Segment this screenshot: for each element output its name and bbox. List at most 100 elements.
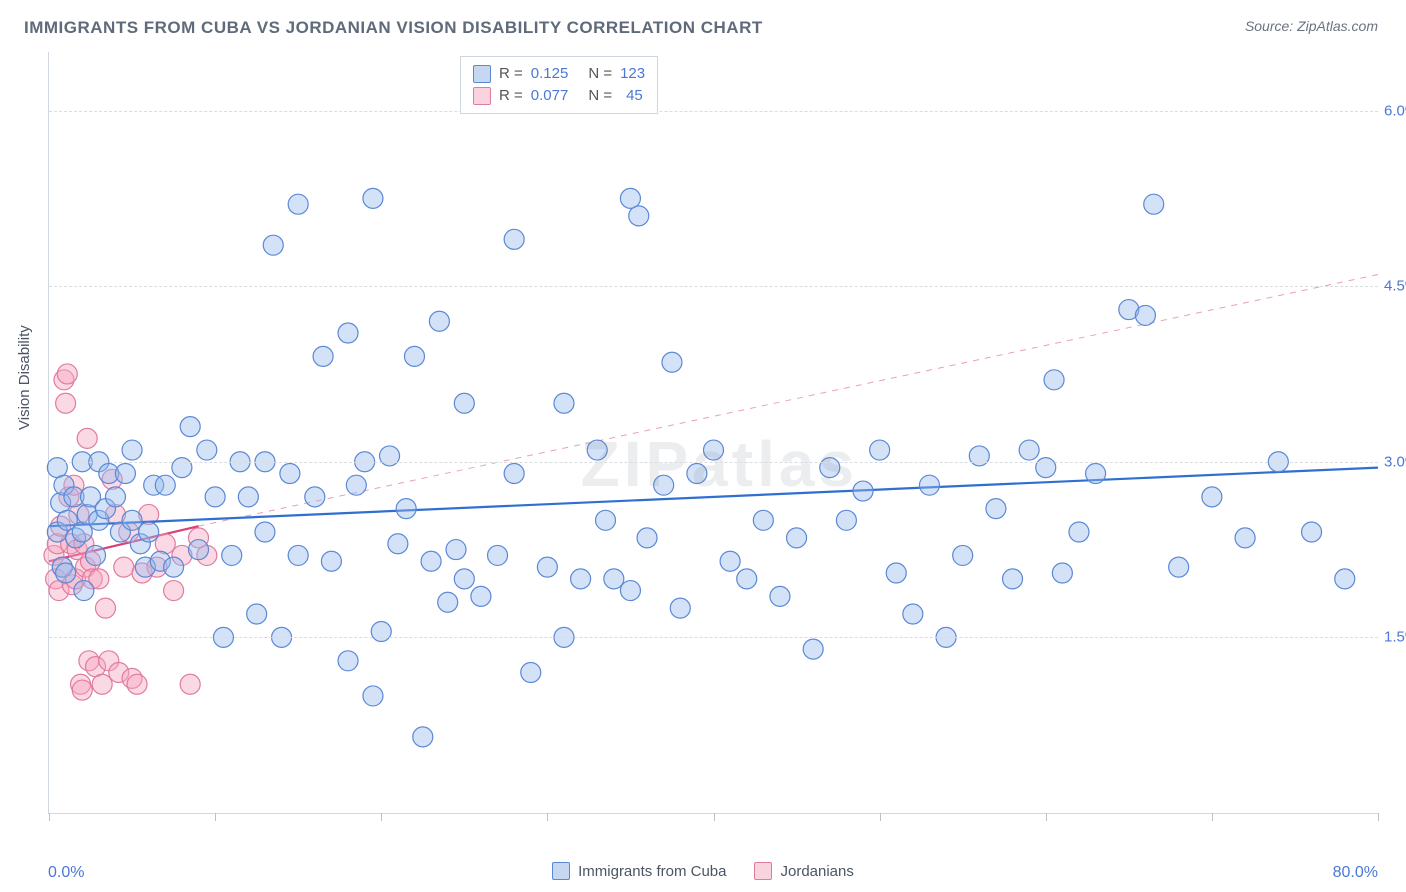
- chart-title: IMMIGRANTS FROM CUBA VS JORDANIAN VISION…: [24, 18, 763, 38]
- point-cuba: [587, 440, 607, 460]
- point-cuba: [454, 569, 474, 589]
- point-cuba: [1302, 522, 1322, 542]
- point-cuba: [86, 545, 106, 565]
- point-cuba: [72, 522, 92, 542]
- point-cuba: [787, 528, 807, 548]
- xtick: [215, 813, 216, 821]
- point-cuba: [197, 440, 217, 460]
- xtick: [1046, 813, 1047, 821]
- point-cuba: [404, 346, 424, 366]
- n-label: N =: [588, 63, 612, 85]
- point-cuba: [1086, 463, 1106, 483]
- point-cuba: [770, 586, 790, 606]
- source-attribution: Source: ZipAtlas.com: [1245, 18, 1378, 34]
- ytick-label: 6.0%: [1384, 102, 1406, 119]
- xtick: [880, 813, 881, 821]
- point-cuba: [1144, 194, 1164, 214]
- point-jordanians: [92, 674, 112, 694]
- point-cuba: [720, 551, 740, 571]
- point-cuba: [155, 475, 175, 495]
- swatch-jordanians: [473, 87, 491, 105]
- stats-row-jordanians: R = 0.077 N = 45: [473, 85, 645, 107]
- point-cuba: [180, 417, 200, 437]
- n-label: N =: [588, 85, 612, 107]
- point-cuba: [604, 569, 624, 589]
- point-cuba: [255, 522, 275, 542]
- r-value-jordanians: 0.077: [531, 85, 569, 107]
- point-cuba: [969, 446, 989, 466]
- point-cuba: [421, 551, 441, 571]
- point-jordanians: [72, 680, 92, 700]
- gridline-y: [49, 111, 1378, 112]
- xtick: [49, 813, 50, 821]
- point-cuba: [1135, 305, 1155, 325]
- point-cuba: [1052, 563, 1072, 583]
- point-cuba: [1036, 458, 1056, 478]
- point-cuba: [313, 346, 333, 366]
- gridline-y: [49, 286, 1378, 287]
- point-cuba: [471, 586, 491, 606]
- point-jordanians: [180, 674, 200, 694]
- y-axis-label: Vision Disability: [16, 325, 33, 430]
- point-cuba: [172, 458, 192, 478]
- point-cuba: [737, 569, 757, 589]
- point-cuba: [247, 604, 267, 624]
- point-cuba: [338, 323, 358, 343]
- point-cuba: [1202, 487, 1222, 507]
- point-cuba: [886, 563, 906, 583]
- point-cuba: [537, 557, 557, 577]
- point-cuba: [820, 458, 840, 478]
- point-cuba: [321, 551, 341, 571]
- xtick: [547, 813, 548, 821]
- xtick: [1212, 813, 1213, 821]
- point-cuba: [1019, 440, 1039, 460]
- point-cuba: [288, 545, 308, 565]
- xtick: [381, 813, 382, 821]
- point-cuba: [803, 639, 823, 659]
- stats-row-cuba: R = 0.125 N = 123: [473, 63, 645, 85]
- point-cuba: [122, 440, 142, 460]
- xtick: [714, 813, 715, 821]
- ytick-label: 4.5%: [1384, 278, 1406, 295]
- point-cuba: [986, 499, 1006, 519]
- point-cuba: [919, 475, 939, 495]
- point-cuba: [388, 534, 408, 554]
- point-cuba: [454, 393, 474, 413]
- point-cuba: [288, 194, 308, 214]
- r-value-cuba: 0.125: [531, 63, 569, 85]
- point-jordanians: [155, 534, 175, 554]
- point-cuba: [222, 545, 242, 565]
- point-cuba: [446, 540, 466, 560]
- point-cuba: [122, 510, 142, 530]
- point-cuba: [438, 592, 458, 612]
- point-cuba: [1069, 522, 1089, 542]
- legend-item-jordanians: Jordanians: [754, 862, 853, 880]
- swatch-cuba: [473, 65, 491, 83]
- point-cuba: [953, 545, 973, 565]
- point-jordanians: [56, 393, 76, 413]
- r-label: R =: [499, 85, 523, 107]
- point-cuba: [853, 481, 873, 501]
- point-cuba: [280, 463, 300, 483]
- point-cuba: [164, 557, 184, 577]
- point-cuba: [238, 487, 258, 507]
- stats-legend: R = 0.125 N = 123 R = 0.077 N = 45: [460, 56, 658, 114]
- point-cuba: [363, 686, 383, 706]
- point-cuba: [205, 487, 225, 507]
- point-cuba: [488, 545, 508, 565]
- legend-item-cuba: Immigrants from Cuba: [552, 862, 726, 880]
- gridline-y: [49, 637, 1378, 638]
- point-cuba: [346, 475, 366, 495]
- r-label: R =: [499, 63, 523, 85]
- point-jordanians: [164, 581, 184, 601]
- point-cuba: [380, 446, 400, 466]
- point-cuba: [1003, 569, 1023, 589]
- point-cuba: [670, 598, 690, 618]
- point-cuba: [1335, 569, 1355, 589]
- point-jordanians: [127, 674, 147, 694]
- point-cuba: [504, 463, 524, 483]
- xtick: [1378, 813, 1379, 821]
- point-cuba: [571, 569, 591, 589]
- legend-label-cuba: Immigrants from Cuba: [578, 863, 726, 880]
- chart-svg: [49, 52, 1378, 813]
